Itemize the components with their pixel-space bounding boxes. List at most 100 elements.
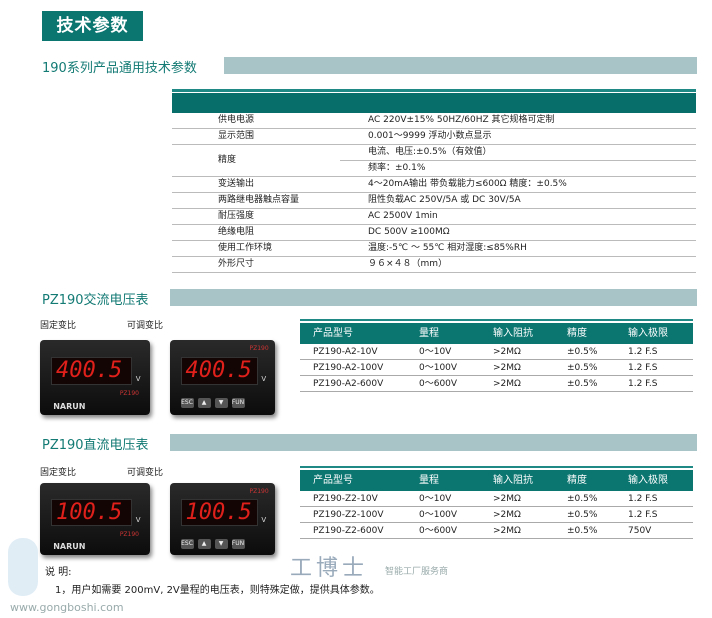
- spec-label: 两路继电器触点容量: [218, 195, 300, 205]
- spec-label: 外形尺寸: [218, 259, 255, 269]
- spec-row: 外形尺寸 ９６×４８（mm）: [172, 257, 696, 273]
- table-cell: ±0.5%: [567, 347, 598, 357]
- table-row: PZ190-Z2-100V 0～100V >2MΩ ±0.5% 1.2 F.S: [300, 507, 693, 523]
- table-cell: 0～100V: [419, 363, 458, 373]
- mascot-icon: [8, 538, 38, 596]
- spec-row: 变送输出 4～20mA输出 带负载能力≤600Ω 精度：±0.5%: [172, 177, 696, 193]
- column-header: 输入阻抗: [493, 328, 533, 339]
- table-cell: ±0.5%: [567, 526, 598, 536]
- meter-fixed-image: 100.5 V NARUN PZ190: [40, 483, 150, 555]
- meter-adjustable-image: 100.5 V PZ190 ESC ▲ ▼ FUN: [170, 483, 275, 555]
- table-cell: >2MΩ: [493, 510, 521, 520]
- table-row: PZ190-Z2-10V 0～10V >2MΩ ±0.5% 1.2 F.S: [300, 491, 693, 507]
- table-cell: >2MΩ: [493, 347, 521, 357]
- meter-button: ESC: [180, 538, 194, 549]
- ac-product-table: 产品型号 量程 输入阻抗 精度 输入极限 PZ190-A2-10V 0～10V >2MΩ ±0.…: [300, 319, 693, 392]
- spec-row: 使用工作环境 温度:-5℃ ～ 55℃ 相对湿度:≤85%RH: [172, 241, 696, 257]
- ac-section-title: PZ190交流电压表: [42, 293, 149, 308]
- column-header: 产品型号: [313, 328, 353, 339]
- table-cell: 1.2 F.S: [628, 363, 658, 373]
- column-header: 输入阻抗: [493, 475, 533, 486]
- table-top-line: [172, 89, 696, 92]
- spec-value: ９６×４８（mm）: [368, 259, 448, 269]
- column-header: 精度: [567, 475, 587, 486]
- spec-value: 4～20mA输出 带负载能力≤600Ω 精度：±0.5%: [368, 179, 567, 189]
- meter-brand: NARUN: [53, 541, 86, 551]
- table-cell: PZ190-A2-100V: [313, 363, 384, 373]
- table-cell: 1.2 F.S: [628, 379, 658, 389]
- meter-button: ▲: [197, 398, 211, 409]
- table-row: PZ190-Z2-600V 0～600V >2MΩ ±0.5% 750V: [300, 523, 693, 539]
- watermark-logo: 工博士: [290, 556, 369, 581]
- table-cell: 1.2 F.S: [628, 494, 658, 504]
- notes-heading: 说 明:: [45, 567, 72, 578]
- table-top-line: [300, 319, 693, 321]
- meter-fixed-image: 400.5 V NARUN PZ190: [40, 340, 150, 415]
- spec-label: 显示范围: [218, 131, 255, 141]
- spec-label: 精度: [218, 155, 237, 165]
- general-spec-table: 供电电源 AC 220V±15% 50HZ/60HZ 其它规格可定制显示范围 0.0…: [172, 89, 696, 273]
- column-header: 精度: [567, 328, 587, 339]
- spec-value: 电流、电压:±0.5%（有效值） 频率：±0.1%: [340, 145, 696, 176]
- table-header: 产品型号 量程 输入阻抗 精度 输入极限: [300, 470, 693, 491]
- spec-row: 精度 电流、电压:±0.5%（有效值） 频率：±0.1%: [172, 145, 696, 177]
- dc-section-title: PZ190直流电压表: [42, 438, 149, 453]
- table-cell: PZ190-Z2-100V: [313, 510, 384, 520]
- table-cell: 0～600V: [419, 526, 458, 536]
- spec-rows: 供电电源 AC 220V±15% 50HZ/60HZ 其它规格可定制显示范围 0.0…: [172, 113, 696, 273]
- meter-model: PZ190: [119, 390, 139, 397]
- spec-value: AC 220V±15% 50HZ/60HZ 其它规格可定制: [368, 115, 555, 125]
- spec-value: 温度:-5℃ ～ 55℃ 相对湿度:≤85%RH: [368, 243, 527, 253]
- section-bar: [170, 289, 697, 306]
- meter-model: PZ190: [249, 345, 269, 353]
- meter-unit: V: [261, 516, 267, 525]
- spec-row: 显示范围 0.001～9999 浮动小数点显示: [172, 129, 696, 145]
- spec-label: 供电电源: [218, 115, 255, 125]
- table-header-band: [172, 93, 696, 113]
- spec-label: 变送输出: [218, 179, 255, 189]
- adjustable-ratio-label: 可调变比: [127, 468, 164, 478]
- table-cell: >2MΩ: [493, 494, 521, 504]
- table-cell: 0～10V: [419, 494, 452, 504]
- meter-display: 100.5: [180, 498, 259, 527]
- meter-display: 400.5: [51, 356, 133, 385]
- table-cell: ±0.5%: [567, 494, 598, 504]
- table-cell: 0～100V: [419, 510, 458, 520]
- fixed-ratio-label: 固定变比: [40, 468, 77, 478]
- dc-product-table: 产品型号 量程 输入阻抗 精度 输入极限 PZ190-Z2-10V 0～10V >2MΩ ±0.…: [300, 466, 693, 539]
- meter-unit: V: [135, 516, 141, 525]
- spec-value: 阻性负载AC 250V/5A 或 DC 30V/5A: [368, 195, 521, 205]
- fixed-ratio-label: 固定变比: [40, 321, 77, 331]
- table-cell: >2MΩ: [493, 363, 521, 373]
- spec-row: 绝缘电阻 DC 500V ≥100MΩ: [172, 225, 696, 241]
- meter-buttons: ESC ▲ ▼ FUN: [180, 538, 245, 549]
- adjustable-ratio-label: 可调变比: [127, 321, 164, 331]
- table-cell: ±0.5%: [567, 379, 598, 389]
- meter-model: PZ190: [249, 488, 269, 496]
- section-bar: [170, 434, 697, 451]
- section-bar: [224, 57, 697, 74]
- table-cell: 1.2 F.S: [628, 347, 658, 357]
- table-row: PZ190-A2-600V 0～600V >2MΩ ±0.5% 1.2 F.S: [300, 376, 693, 392]
- general-section-title: 190系列产品通用技术参数: [42, 61, 197, 76]
- table-cell: 0～10V: [419, 347, 452, 357]
- spec-value: 电流、电压:±0.5%（有效值）: [340, 145, 696, 161]
- table-row: PZ190-A2-10V 0～10V >2MΩ ±0.5% 1.2 F.S: [300, 344, 693, 360]
- watermark-url: www.gongboshi.com: [10, 601, 124, 614]
- table-top-line: [300, 466, 693, 468]
- spec-value: 频率：±0.1%: [368, 163, 426, 173]
- column-header: 量程: [419, 328, 439, 339]
- meter-model: PZ190: [119, 530, 139, 538]
- meter-display: 400.5: [180, 356, 259, 385]
- spec-row: 供电电源 AC 220V±15% 50HZ/60HZ 其它规格可定制: [172, 113, 696, 129]
- meter-brand: NARUN: [53, 401, 86, 411]
- table-cell: ±0.5%: [567, 510, 598, 520]
- meter-adjustable-image: 400.5 V PZ190 ESC ▲ ▼ FUN: [170, 340, 275, 415]
- table-cell: 1.2 F.S: [628, 510, 658, 520]
- table-cell: ±0.5%: [567, 363, 598, 373]
- meter-button: ▼: [214, 398, 228, 409]
- table-cell: >2MΩ: [493, 379, 521, 389]
- meter-buttons: ESC ▲ ▼ FUN: [180, 398, 245, 409]
- spec-label: 绝缘电阻: [218, 227, 255, 237]
- meter-button: ▼: [214, 538, 228, 549]
